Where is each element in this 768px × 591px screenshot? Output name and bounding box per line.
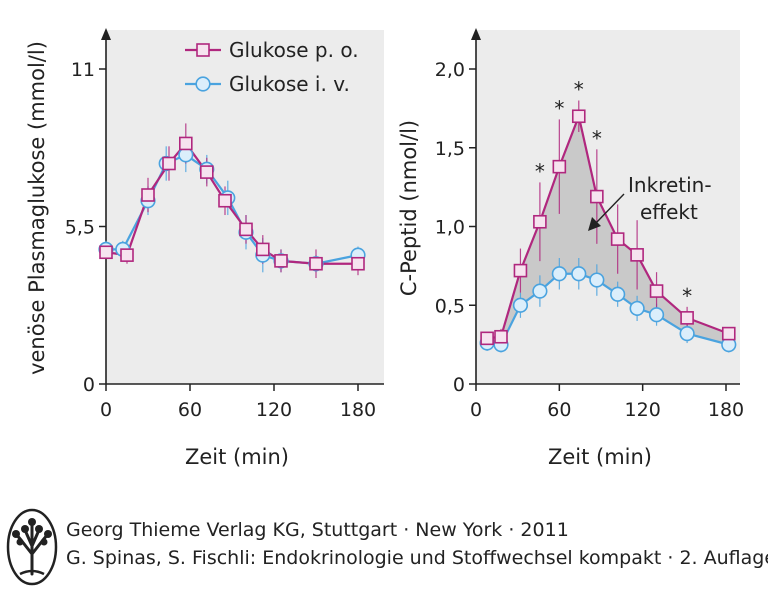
data-point-oral	[218, 193, 232, 208]
y-tick-label: 0	[453, 374, 465, 396]
data-point-oral	[533, 214, 547, 229]
x-tick-label: 60	[547, 399, 571, 421]
data-point-iv	[679, 326, 695, 342]
data-point-oral	[680, 311, 694, 325]
data-point-oral	[571, 109, 586, 124]
credit-line-book: G. Spinas, S. Fischli: Endokrinologie un…	[66, 547, 768, 569]
data-point-oral	[162, 156, 176, 171]
annotation-line-1: Inkretin-	[628, 173, 712, 197]
y-axis-arrow	[101, 28, 111, 40]
y-tick-label: 5,5	[65, 217, 95, 239]
data-point-iv	[571, 266, 587, 282]
incretin-effect-area	[487, 116, 729, 345]
y-axis-arrow	[471, 28, 481, 40]
legend-label: Glukose p. o.	[229, 38, 359, 62]
plot-background	[106, 30, 384, 384]
data-point-iv	[532, 283, 548, 299]
y-tick-label: 2,0	[435, 59, 465, 81]
data-point-oral	[630, 248, 644, 262]
data-point-oral	[480, 331, 494, 346]
data-point-oral	[721, 326, 736, 341]
data-point-iv	[629, 300, 645, 317]
y-tick-label: 11	[71, 59, 95, 81]
data-point-iv	[610, 286, 626, 302]
c-peptide-panel: 0 0,5 1,0 1,5 2,0 0 60 120 180 Zeit (min) C-Peptid…	[397, 28, 744, 469]
data-point-oral	[274, 254, 288, 268]
x-tick-label: 0	[100, 399, 112, 421]
glucose-panel: 0 5,5 11 0 60 120 180 Zeit (min) venöse Plasmagl…	[25, 28, 384, 469]
annotation-arrow-line	[595, 193, 625, 224]
significance-star: *	[554, 96, 564, 120]
data-point-iv	[512, 297, 529, 313]
credit-line-publisher: Georg Thieme Verlag KG, Stuttgart · New …	[66, 519, 569, 541]
data-point-iv	[589, 272, 605, 288]
data-point-oral	[494, 329, 508, 344]
x-tick-label: 120	[625, 399, 661, 421]
legend-marker	[196, 43, 210, 57]
data-point-oral	[179, 136, 193, 151]
y-axis-title: C-Peptid (nmol/l)	[397, 120, 421, 296]
data-point-oral	[590, 189, 604, 204]
significance-star: *	[574, 78, 584, 102]
y-tick-label: 1,5	[435, 138, 465, 160]
x-tick-label: 180	[340, 399, 376, 421]
data-point-oral	[120, 248, 134, 262]
data-point-oral	[99, 245, 113, 260]
data-point-oral	[610, 232, 625, 246]
y-tick-label: 0,5	[435, 295, 465, 317]
x-tick-label: 180	[708, 399, 744, 421]
data-point-oral	[255, 242, 270, 257]
x-axis-title: Zeit (min)	[185, 445, 289, 469]
significance-star: *	[682, 284, 692, 308]
data-point-oral	[141, 188, 155, 202]
data-point-oral	[200, 165, 214, 179]
data-point-oral	[351, 256, 365, 271]
legend-marker	[195, 76, 211, 92]
significance-star: *	[535, 159, 545, 183]
y-tick-label: 0	[83, 374, 95, 396]
figure-canvas: 0 5,5 11 0 60 120 180 Zeit (min) venöse Plasmagl…	[25, 28, 744, 469]
annotation-line-2: effekt	[640, 200, 698, 224]
significance-star: *	[592, 126, 602, 150]
y-axis-title: venöse Plasmaglukose (mmol/l)	[25, 41, 49, 375]
data-point-oral	[552, 159, 567, 174]
x-axis-title: Zeit (min)	[548, 445, 652, 469]
x-tick-label: 120	[256, 399, 292, 421]
data-point-oral	[239, 222, 253, 237]
data-point-oral	[649, 284, 664, 298]
legend-label: Glukose i. v.	[229, 72, 350, 96]
x-tick-label: 60	[178, 399, 202, 421]
x-tick-label: 0	[470, 399, 482, 421]
data-point-iv	[648, 307, 665, 323]
data-point-iv	[551, 266, 567, 282]
legend: Glukose p. o. Glukose i. v.	[185, 38, 359, 96]
tree-logo-icon	[6, 508, 58, 586]
data-point-oral	[309, 256, 323, 271]
annotation-arrow-head	[588, 217, 601, 231]
y-tick-label: 1,0	[435, 217, 465, 239]
data-point-oral	[513, 263, 528, 278]
